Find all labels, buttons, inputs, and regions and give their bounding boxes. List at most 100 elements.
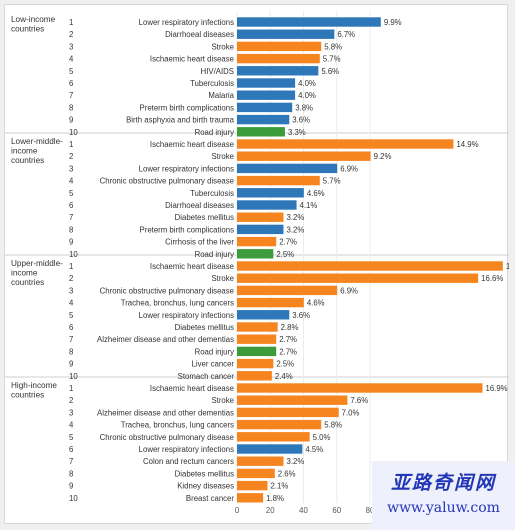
value-label: 4.5% <box>305 445 323 454</box>
bar <box>237 432 310 442</box>
value-label: 5.8% <box>324 421 342 430</box>
bar <box>237 383 483 393</box>
value-label: 9.9% <box>384 18 402 27</box>
cause-label: Stroke <box>211 42 234 51</box>
cause-label: Diabetes mellitus <box>175 469 234 478</box>
rank-label: 9 <box>69 482 73 491</box>
rank-label: 9 <box>69 116 73 125</box>
bar <box>237 151 371 161</box>
cause-label: Cirrhosis of the liver <box>165 238 234 247</box>
group-label: High-income <box>11 381 57 390</box>
rank-label: 10 <box>69 372 78 381</box>
group-label: countries <box>11 25 44 34</box>
bar <box>237 297 304 308</box>
value-label: 2.7% <box>279 347 297 356</box>
bar <box>237 444 303 454</box>
value-label: 4.6% <box>307 299 325 308</box>
cause-label: Lower respiratory infections <box>139 445 234 454</box>
rank-label: 6 <box>69 201 73 210</box>
rank-label: 1 <box>69 384 73 393</box>
cause-label: Road injury <box>195 347 235 356</box>
value-label: 6.7% <box>337 30 355 39</box>
bar <box>237 346 277 357</box>
bar <box>237 53 320 64</box>
cause-label: Liver cancer <box>192 360 235 369</box>
value-label: 7.6% <box>350 396 368 405</box>
rank-label: 4 <box>69 299 74 308</box>
bar <box>237 236 277 247</box>
rank-label: 8 <box>69 469 73 478</box>
cause-label: Road injury <box>195 250 235 259</box>
cause-label: Stroke <box>211 274 234 283</box>
rank-label: 1 <box>69 18 73 27</box>
rank-label: 8 <box>69 347 73 356</box>
cause-label: Trachea, bronchus, lung cancers <box>121 299 234 308</box>
rank-label: 1 <box>69 262 73 271</box>
rank-label: 10 <box>69 128 78 137</box>
value-label: 5.8% <box>324 42 342 51</box>
cause-label: Alzheimer disease and other dementias <box>97 408 234 417</box>
bar <box>237 127 285 137</box>
cause-label: Lower respiratory infections <box>139 164 234 173</box>
bar <box>237 163 338 174</box>
value-label: 4.0% <box>298 79 316 88</box>
rank-label: 4 <box>69 177 74 186</box>
bar <box>237 90 296 100</box>
rank-label: 3 <box>69 408 73 417</box>
value-label: 3.2% <box>286 457 304 466</box>
value-label: 2.7% <box>279 238 297 247</box>
rank-label: 8 <box>69 103 73 112</box>
cause-label: Breast cancer <box>186 494 235 503</box>
bar <box>237 395 348 405</box>
rank-label: 9 <box>69 360 73 369</box>
value-label: 3.6% <box>292 311 310 320</box>
rank-label: 4 <box>69 421 74 430</box>
cause-label: Preterm birth complications <box>140 103 235 112</box>
value-label: 6.9% <box>340 164 358 173</box>
chart-panel: Low-income countries 1 Lower respiratory in… <box>4 4 509 524</box>
value-label: 4.6% <box>307 189 325 198</box>
cause-label: Tuberculosis <box>190 79 234 88</box>
rank-label: 7 <box>69 213 73 222</box>
bar <box>237 29 335 39</box>
bar <box>237 188 304 198</box>
cause-label: Birth asphyxia and birth trauma <box>126 116 235 125</box>
bar <box>237 493 264 503</box>
cause-label: Kidney diseases <box>177 482 234 491</box>
value-label: 3.2% <box>286 225 304 234</box>
rank-label: 7 <box>69 335 73 344</box>
cause-label: Alzheimer disease and other dementias <box>97 335 234 344</box>
bar <box>237 468 275 479</box>
bar <box>237 480 268 491</box>
tick-label: 40 <box>299 506 308 515</box>
cause-label: Lower respiratory infections <box>139 18 234 27</box>
rank-label: 6 <box>69 445 73 454</box>
rank-label: 5 <box>69 433 74 442</box>
value-label: 3.2% <box>286 213 304 222</box>
cause-label: Chronic obstructive pulmonary disease <box>100 286 234 295</box>
rank-label: 6 <box>69 323 73 332</box>
bar <box>237 41 322 52</box>
bar <box>237 261 503 271</box>
bar <box>237 175 320 186</box>
cause-label: Lower respiratory infections <box>139 311 234 320</box>
cause-label: Ischaemic heart disease <box>150 262 234 271</box>
rank-label: 7 <box>69 457 73 466</box>
value-label: 3.3% <box>288 128 306 137</box>
group-label: Lower-middle- <box>11 137 63 146</box>
value-label: 2.1% <box>271 482 289 491</box>
watermark-url: www.yaluw.com <box>387 500 500 516</box>
group-label: Upper-middle- <box>11 259 63 268</box>
rank-label: 5 <box>69 311 74 320</box>
value-label: 5.7% <box>323 55 341 64</box>
bar <box>237 224 284 235</box>
rank-label: 7 <box>69 91 73 100</box>
cause-label: Trachea, bronchus, lung cancers <box>121 421 234 430</box>
cause-label: Stroke <box>211 396 234 405</box>
value-label: 3.8% <box>295 103 313 112</box>
cause-label: Diabetes mellitus <box>175 323 234 332</box>
bar <box>237 249 274 259</box>
bar <box>237 17 381 27</box>
cause-label: Ischaemic heart disease <box>150 384 234 393</box>
value-label: 2.5% <box>276 360 294 369</box>
